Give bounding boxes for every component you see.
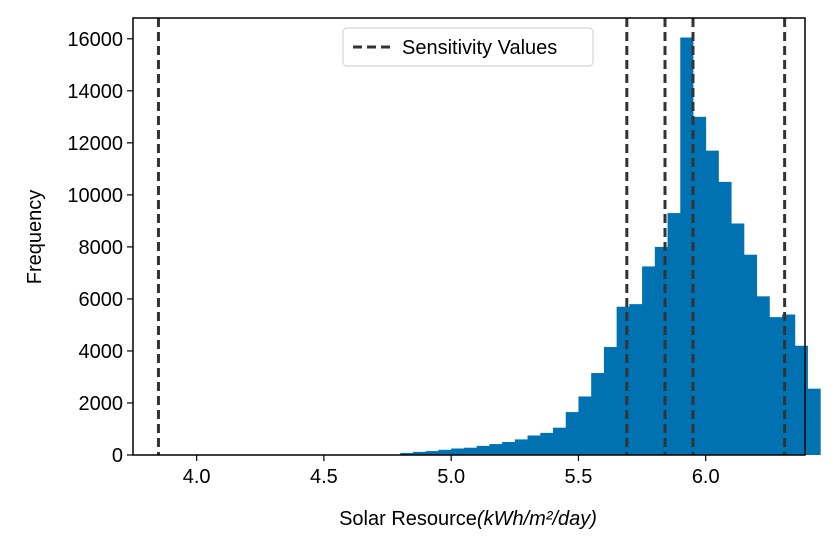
histogram-bar — [756, 296, 770, 455]
y-tick-label: 0 — [112, 445, 123, 467]
histogram-bar — [502, 441, 516, 455]
histogram-bar — [400, 452, 414, 455]
legend-box — [342, 27, 594, 67]
plot-frame — [132, 17, 806, 456]
histogram-bar — [769, 317, 783, 455]
x-axis-label-unit: (kWh/m²/day) — [477, 508, 597, 530]
histogram-bar — [489, 444, 503, 455]
y-tick-label: 4000 — [79, 341, 124, 363]
histogram-bar — [731, 223, 745, 455]
histogram-bar — [438, 449, 452, 455]
histogram-bar — [425, 451, 439, 455]
histogram-bar — [463, 447, 478, 455]
histogram-bar — [794, 345, 808, 455]
x-tick-label: 4.0 — [183, 466, 211, 488]
histogram-bar — [553, 427, 567, 455]
histogram-bar — [527, 435, 541, 455]
legend-label: Sensitivity Values — [402, 37, 557, 59]
histogram-bar — [413, 451, 427, 455]
histogram-bar — [807, 388, 821, 455]
histogram-bar — [743, 254, 758, 455]
x-axis-label-main: Solar Resource — [339, 508, 477, 530]
histogram-bar — [540, 432, 554, 455]
histogram-bar — [718, 181, 732, 455]
histogram-bar — [476, 445, 490, 455]
histogram-bar — [642, 266, 656, 455]
histogram-bar — [680, 37, 694, 455]
y-tick-label: 2000 — [79, 393, 124, 415]
y-axis-ticks: 0 2000 4000 6000 8000 10000 12000 14000 16000 — [67, 29, 133, 467]
x-axis-label: Solar Resource(kWh/m²/day) — [339, 508, 597, 530]
x-tick-label: 5.0 — [437, 466, 465, 488]
x-axis-ticks: 4.0 4.5 5.0 5.5 6.0 — [183, 455, 720, 488]
histogram-bar — [565, 412, 579, 455]
histogram-bar — [782, 314, 796, 455]
sensitivity-lines — [156, 18, 787, 455]
y-axis-label: Frequency — [24, 190, 46, 285]
histogram-bar — [705, 150, 719, 456]
y-tick-label: 16000 — [67, 29, 123, 51]
y-tick-label: 12000 — [67, 133, 123, 155]
histogram-bar — [603, 347, 618, 455]
histogram-bar — [693, 116, 707, 455]
x-tick-label: 5.5 — [565, 466, 593, 488]
histogram-bar — [578, 396, 592, 455]
histogram-bar — [591, 373, 605, 455]
x-tick-label: 6.0 — [692, 466, 720, 488]
histogram-bar — [451, 448, 465, 455]
x-tick-label: 4.5 — [310, 466, 338, 488]
histogram-bar — [629, 304, 643, 455]
y-tick-label: 14000 — [67, 81, 123, 103]
y-tick-label: 10000 — [67, 185, 123, 207]
histogram-bars — [400, 37, 821, 456]
y-tick-label: 6000 — [79, 289, 124, 311]
histogram-bar — [667, 213, 681, 455]
legend: Sensitivity Values — [342, 27, 594, 67]
histogram-bar — [514, 439, 528, 455]
y-tick-label: 8000 — [79, 237, 124, 259]
